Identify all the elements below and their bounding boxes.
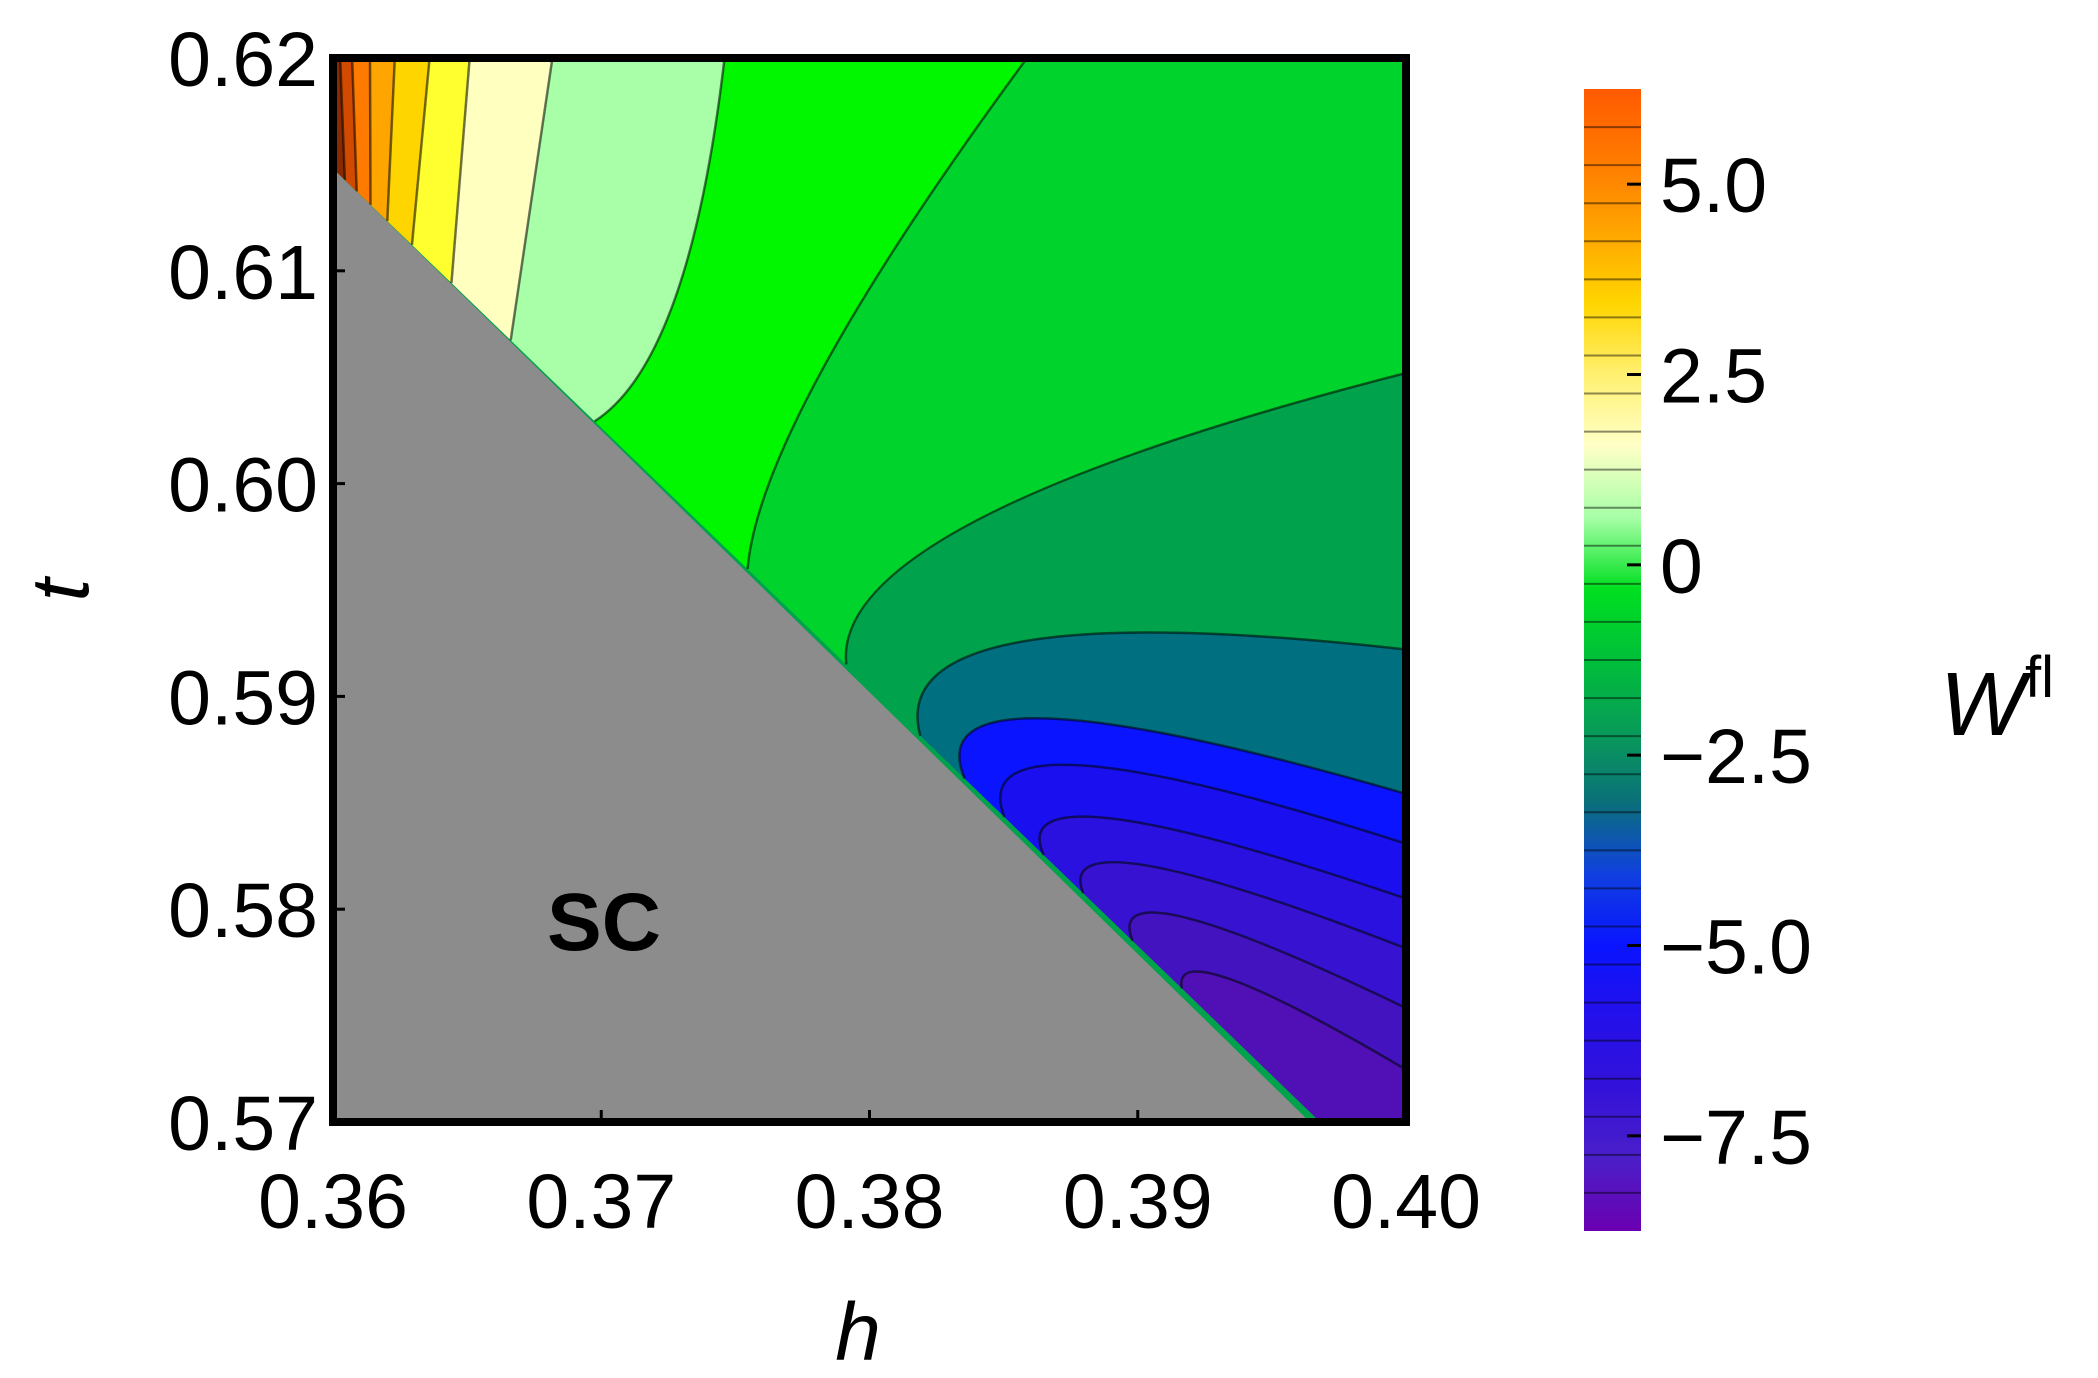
contour-band	[845, 373, 1406, 736]
contour-line	[410, 58, 431, 246]
colorbar-tick-label: 5.0	[1660, 143, 1767, 229]
contour-line	[509, 58, 554, 341]
y-axis-title: t	[15, 575, 106, 601]
colorbar-title-main: W	[1940, 655, 2033, 755]
contour-line	[593, 58, 726, 423]
plot-area	[333, 58, 1406, 1122]
colorbar-tick-label: 2.5	[1660, 334, 1767, 420]
contour-band	[1181, 971, 1406, 1122]
y-tick-label: 0.57	[168, 1081, 318, 1167]
contour-line	[450, 58, 471, 284]
contour-line	[368, 58, 372, 205]
contour-line	[350, 58, 358, 192]
x-tick-label: 0.40	[1331, 1159, 1481, 1245]
contour-band	[1129, 912, 1406, 1070]
sc-region	[333, 168, 1310, 1122]
contour-line	[916, 631, 1406, 737]
colorbar-tick-label: −5.0	[1660, 905, 1812, 991]
colorbar-tick-label: −2.5	[1660, 714, 1812, 800]
y-tick-label: 0.59	[168, 655, 318, 741]
contour-band	[510, 58, 725, 422]
contour-line	[1038, 815, 1406, 900]
contour-line	[844, 371, 1406, 665]
colorbar-tick-label: 0	[1660, 524, 1703, 610]
contour-band	[387, 58, 430, 245]
y-tick-label: 0.62	[168, 17, 318, 103]
colorbar-title-sup: fl	[2025, 645, 2054, 710]
contour-line	[999, 763, 1406, 846]
x-axis-ticks: 0.36 0.37 0.38 0.39 0.40	[258, 1110, 1481, 1245]
x-tick-label: 0.38	[795, 1159, 945, 1245]
colorbar: 5.0 2.5 0 −2.5 −5.0 −7.5	[1584, 89, 1812, 1231]
contour-line	[338, 58, 347, 181]
y-tick-label: 0.61	[168, 230, 318, 316]
contour-line	[1128, 911, 1406, 1010]
contour-line	[1079, 860, 1406, 950]
contour-line	[1180, 970, 1406, 1072]
contour-line	[958, 716, 1406, 796]
contour-band	[451, 58, 553, 341]
contour-bands	[333, 58, 1406, 1122]
contour-band	[1039, 816, 1406, 949]
contour-band	[747, 58, 1406, 665]
y-tick-label: 0.60	[168, 443, 318, 529]
colorbar-bar	[1584, 89, 1641, 1231]
colorbar-level-lines	[1584, 126, 1641, 1194]
x-tick-label: 0.39	[1063, 1159, 1213, 1245]
contour-band	[594, 58, 1028, 570]
x-tick-label: 0.36	[258, 1159, 408, 1245]
contour-line	[386, 58, 397, 222]
y-axis-ticks: 0.57 0.58 0.59 0.60 0.61 0.62	[168, 17, 345, 1167]
y-tick-label: 0.58	[168, 868, 318, 954]
sc-region-label: SC	[547, 877, 661, 968]
colorbar-tick-label: −7.5	[1660, 1095, 1812, 1181]
colorbar-ticks: 5.0 2.5 0 −2.5 −5.0 −7.5	[1627, 143, 1812, 1181]
contour-line	[746, 58, 1029, 570]
contour-band	[917, 632, 1406, 794]
colorbar-title: Wfl	[1940, 645, 2054, 755]
x-axis-title: h	[835, 1287, 881, 1378]
x-tick-label: 0.37	[526, 1159, 676, 1245]
